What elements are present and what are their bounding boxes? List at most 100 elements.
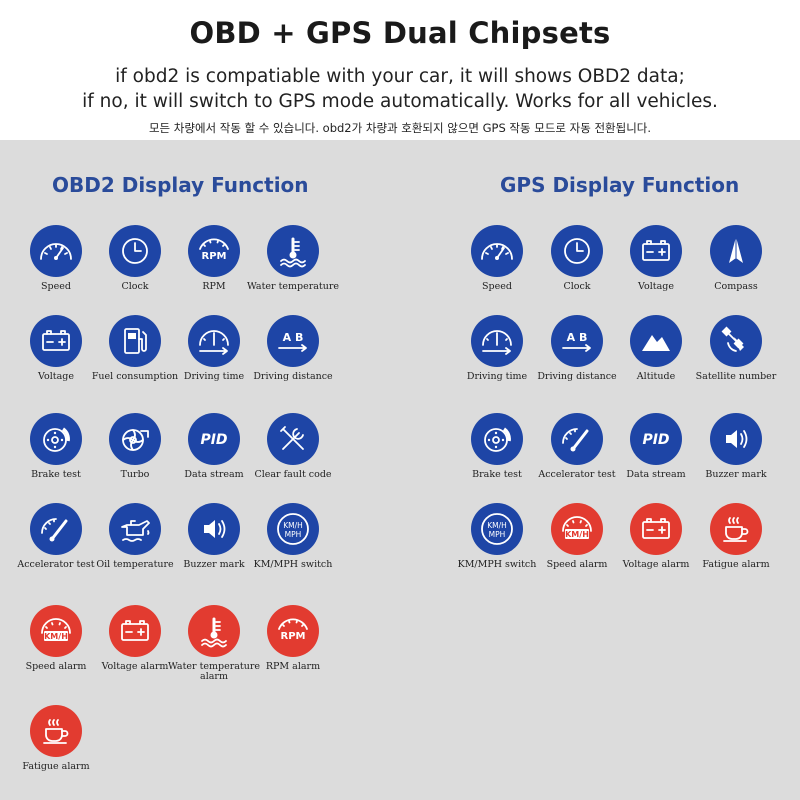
mountain-icon bbox=[630, 315, 682, 367]
gps-function-item: Fatigue alarm bbox=[688, 503, 784, 593]
svg-text:KM/H: KM/H bbox=[283, 521, 303, 530]
svg-text:KM/H: KM/H bbox=[44, 632, 68, 641]
gps-function-item: Buzzer mark bbox=[688, 413, 784, 503]
driving-time-icon bbox=[471, 315, 523, 367]
subtitle-korean: 모든 차량에서 작동 할 수 있습니다. obd2가 차량과 호환되지 않으면 … bbox=[148, 121, 652, 135]
gps-function-item: Voltage bbox=[608, 225, 704, 315]
obd-function-label: Accelerator test bbox=[17, 559, 95, 570]
obd-function-item: Water temperature alarm bbox=[166, 605, 262, 695]
fuel-icon bbox=[109, 315, 161, 367]
speedometer-icon bbox=[30, 225, 82, 277]
clock-icon bbox=[551, 225, 603, 277]
oil-icon bbox=[109, 503, 161, 555]
obd-function-item: Water temperature bbox=[245, 225, 341, 315]
gps-function-item: Accelerator test bbox=[529, 413, 625, 503]
obd-function-item: Driving time bbox=[166, 315, 262, 405]
subtitle-line-2: if no, it will switch to GPS mode automa… bbox=[82, 91, 718, 112]
svg-text:PID: PID bbox=[642, 432, 669, 448]
turbo-icon bbox=[109, 413, 161, 465]
gps-function-item: Satellite number bbox=[688, 315, 784, 405]
obd-function-label: Driving time bbox=[183, 371, 245, 382]
kmh-mph-icon: KM/H MPH bbox=[471, 503, 523, 555]
gps-function-label: Speed alarm bbox=[546, 559, 608, 570]
obd-function-item: RPM RPM bbox=[166, 225, 262, 315]
obd-function-label: RPM alarm bbox=[265, 661, 321, 672]
gps-function-item: Driving time bbox=[449, 315, 545, 405]
obd-function-item: Fatigue alarm bbox=[8, 705, 104, 795]
gps-function-item: KM/H MPH KM/MPH switch bbox=[449, 503, 545, 593]
battery-icon bbox=[109, 605, 161, 657]
speaker-icon bbox=[188, 503, 240, 555]
obd-function-label: KM/MPH switch bbox=[253, 559, 333, 570]
driving-time-icon bbox=[188, 315, 240, 367]
gps-section-title: GPS Display Function bbox=[500, 173, 740, 197]
obd-function-item: RPM RPM alarm bbox=[245, 605, 341, 695]
gps-function-label: Buzzer mark bbox=[705, 469, 767, 480]
obd-function-item: Turbo bbox=[87, 413, 183, 503]
battery-icon bbox=[630, 225, 682, 277]
battery-icon bbox=[630, 503, 682, 555]
obd-function-item: Brake test bbox=[8, 413, 104, 503]
obd-function-label: Fuel consumption bbox=[91, 371, 179, 382]
rpm-icon: RPM bbox=[267, 605, 319, 657]
obd-function-item: KM/H Speed alarm bbox=[8, 605, 104, 695]
gps-function-item: PID Data stream bbox=[608, 413, 704, 503]
obd-function-item: Speed bbox=[8, 225, 104, 315]
speaker-icon bbox=[710, 413, 762, 465]
gps-function-label: Driving distance bbox=[537, 371, 617, 382]
obd-function-label: Speed bbox=[41, 281, 71, 292]
gps-function-label: Voltage bbox=[638, 281, 674, 292]
obd-function-label: Buzzer mark bbox=[183, 559, 245, 570]
brake-icon bbox=[30, 413, 82, 465]
gps-function-label: Data stream bbox=[626, 469, 686, 480]
obd-function-label: Driving distance bbox=[253, 371, 333, 382]
obd-section-title: OBD2 Display Function bbox=[52, 173, 309, 197]
obd-function-item: Clock bbox=[87, 225, 183, 315]
obd-function-label: RPM bbox=[202, 281, 226, 292]
obd-function-label: Data stream bbox=[184, 469, 244, 480]
gps-function-label: Compass bbox=[714, 281, 758, 292]
svg-text:RPM: RPM bbox=[281, 631, 306, 642]
satellite-icon bbox=[710, 315, 762, 367]
svg-text:KM/H: KM/H bbox=[487, 521, 507, 530]
subtitle-line-1: if obd2 is compatiable with your car, it… bbox=[115, 66, 685, 87]
wrench-icon bbox=[267, 413, 319, 465]
obd-function-item: KM/H MPH KM/MPH switch bbox=[245, 503, 341, 593]
gps-function-label: Clock bbox=[563, 281, 591, 292]
obd-function-label: Turbo bbox=[120, 469, 150, 480]
gps-function-label: Fatigue alarm bbox=[702, 559, 770, 570]
gps-function-label: Driving time bbox=[466, 371, 528, 382]
svg-text:MPH: MPH bbox=[489, 530, 506, 539]
obd-function-label: Fatigue alarm bbox=[22, 761, 90, 772]
obd-function-item: A B Driving distance bbox=[245, 315, 341, 405]
obd-function-item: Voltage bbox=[8, 315, 104, 405]
clock-icon bbox=[109, 225, 161, 277]
gps-function-item: Clock bbox=[529, 225, 625, 315]
gps-function-label: Satellite number bbox=[695, 371, 777, 382]
gps-function-item: A B Driving distance bbox=[529, 315, 625, 405]
driving-distance-icon: A B bbox=[551, 315, 603, 367]
rpm-icon: RPM bbox=[188, 225, 240, 277]
water-temperature-icon bbox=[267, 225, 319, 277]
gps-function-label: Altitude bbox=[636, 371, 676, 382]
obd-function-label: Voltage alarm bbox=[101, 661, 169, 672]
page-title: OBD + GPS Dual Chipsets bbox=[189, 16, 611, 50]
obd-function-item: Clear fault code bbox=[245, 413, 341, 503]
obd-function-label: Clear fault code bbox=[254, 469, 332, 480]
gps-function-label: Brake test bbox=[472, 469, 522, 480]
obd-function-item: PID Data stream bbox=[166, 413, 262, 503]
gps-function-item: Altitude bbox=[608, 315, 704, 405]
obd-function-label: Brake test bbox=[31, 469, 81, 480]
svg-text:A B: A B bbox=[567, 331, 588, 344]
gps-function-item: Brake test bbox=[449, 413, 545, 503]
speed-alarm-icon: KM/H bbox=[30, 605, 82, 657]
brake-icon bbox=[471, 413, 523, 465]
svg-text:RPM: RPM bbox=[202, 251, 227, 262]
speedometer-icon bbox=[471, 225, 523, 277]
gps-function-item: KM/H Speed alarm bbox=[529, 503, 625, 593]
accelerator-icon bbox=[551, 413, 603, 465]
speed-alarm-icon: KM/H bbox=[551, 503, 603, 555]
kmh-mph-icon: KM/H MPH bbox=[267, 503, 319, 555]
obd-function-item: Voltage alarm bbox=[87, 605, 183, 695]
water-temperature-icon bbox=[188, 605, 240, 657]
